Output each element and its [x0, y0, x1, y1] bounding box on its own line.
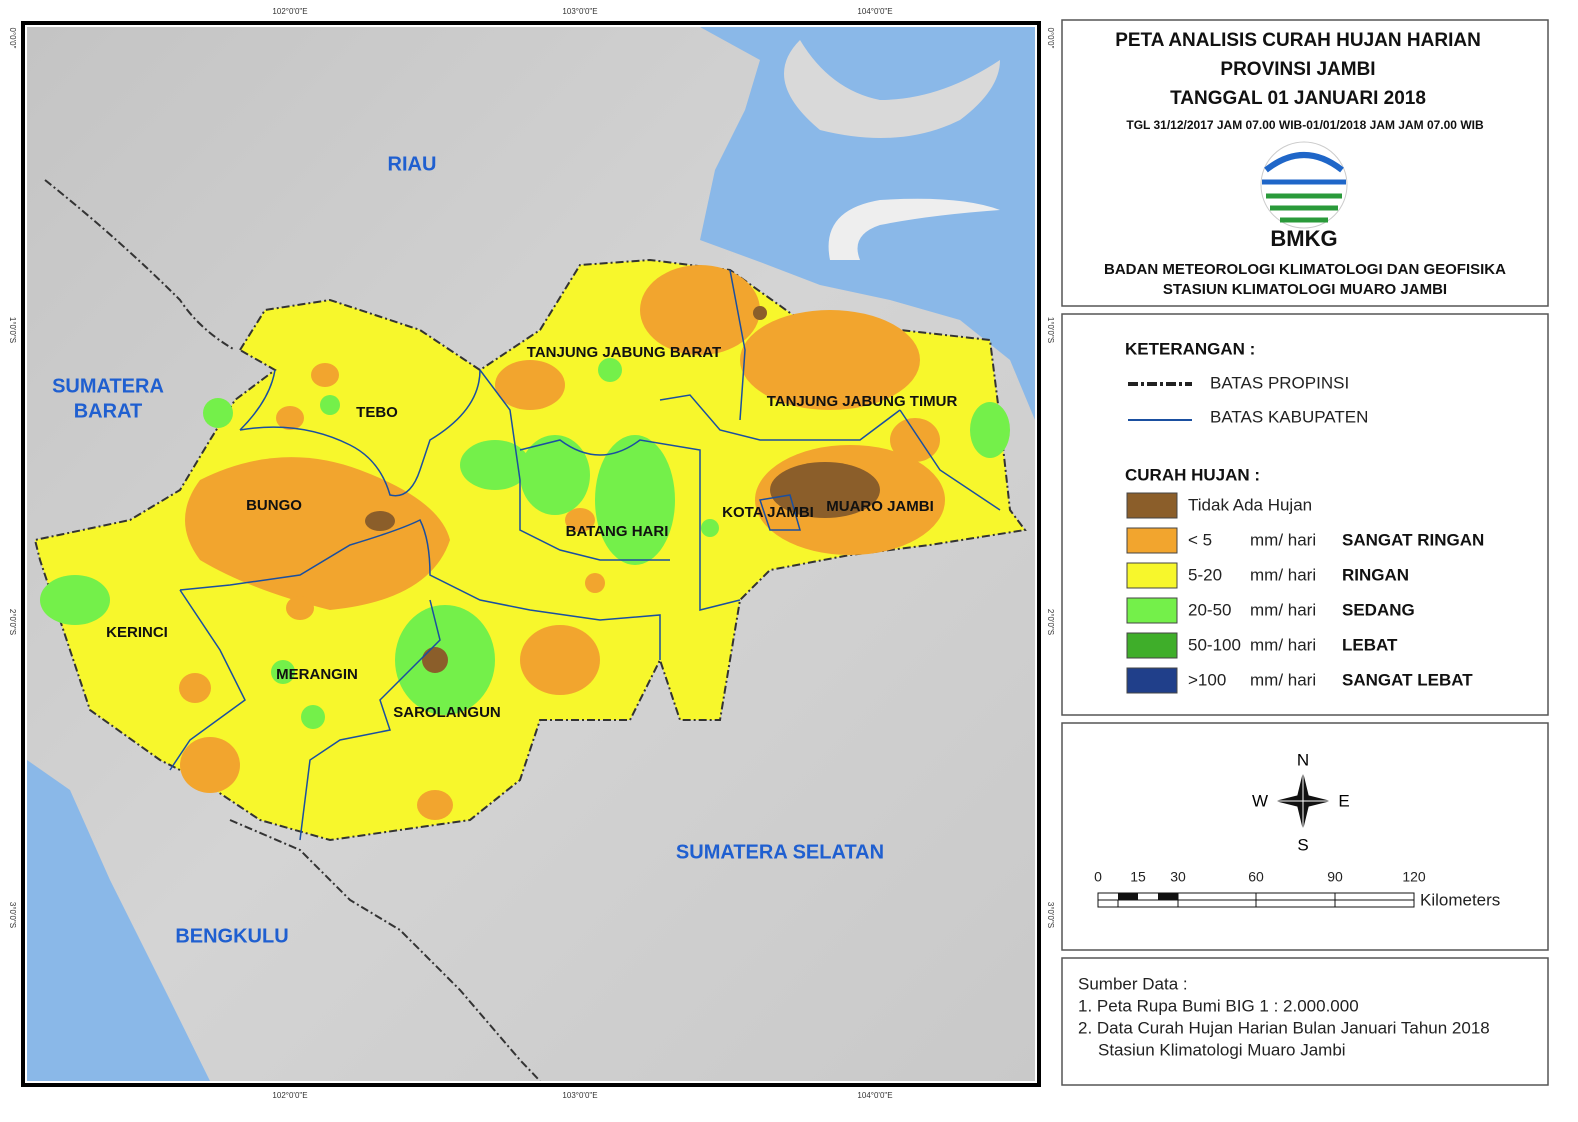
- legend-range: 5-20: [1188, 565, 1222, 584]
- lon-label: 104°0'0"E: [857, 1091, 892, 1100]
- lat-label: 0°0'0": [8, 28, 17, 49]
- island: [828, 198, 1000, 260]
- province-label: BENGKULU: [175, 925, 288, 947]
- province-label: BARAT: [74, 400, 143, 422]
- regency-label: SAROLANGUN: [393, 704, 501, 721]
- province-label: SUMATERA: [52, 375, 164, 397]
- regency-label: TANJUNG JABUNG TIMUR: [767, 393, 958, 410]
- island: [784, 40, 1000, 138]
- legend-range: 20-50: [1188, 600, 1231, 619]
- legend-swatch: [1126, 667, 1178, 694]
- province-label: SUMATERA SELATAN: [676, 841, 884, 863]
- regency-label: BUNGO: [246, 497, 302, 514]
- source-item: Stasiun Klimatologi Muaro Jambi: [1098, 1040, 1346, 1059]
- legend-class: SANGAT LEBAT: [1342, 670, 1473, 689]
- lon-label: 102°0'0"E: [272, 1091, 307, 1100]
- legend-swatch: [1126, 562, 1178, 589]
- subtitle: PROVINSI JAMBI: [1220, 59, 1375, 80]
- map: [27, 27, 1035, 1081]
- regency-borders: [169, 269, 1001, 841]
- regency-label: TEBO: [356, 404, 398, 421]
- source-item: 2. Data Curah Hujan Harian Bulan Januari…: [1078, 1018, 1490, 1037]
- legend-swatch: [1126, 632, 1178, 659]
- map-labels: RIAU SUMATERA BARAT BENGKULU SUMATERA SELATA…: [52, 153, 957, 947]
- regency-label: TANJUNG JABUNG BARAT: [527, 344, 721, 361]
- lat-label: 2°0'0"S: [1046, 609, 1055, 635]
- legend-unit: mm/ hari: [1250, 670, 1316, 689]
- legend-unit: mm/ hari: [1250, 530, 1316, 549]
- source-title: Sumber Data :: [1078, 974, 1188, 993]
- legend-unit: mm/ hari: [1250, 635, 1316, 654]
- rain-legend: Tidak Ada Hujan < 5 mm/ hari SANGAT RINGAN 5…: [1126, 492, 1484, 694]
- legend-title: KETERANGAN :: [1125, 339, 1255, 358]
- scale-tick-label: 120: [1402, 869, 1426, 885]
- coordinate-labels: 102°0'0"E 102°0'0"E 103°0'0"E 103°0'0"E 104°…: [8, 7, 1055, 1100]
- lon-label: 102°0'0"E: [272, 7, 307, 16]
- legend-unit: mm/ hari: [1250, 565, 1316, 584]
- legend-line-label: BATAS KABUPATEN: [1210, 407, 1368, 426]
- province-border: [44, 179, 236, 351]
- legend-range: 50-100: [1188, 635, 1241, 654]
- regency-label: MUARO JAMBI: [826, 498, 934, 515]
- compass: N S E W: [1252, 750, 1350, 854]
- lon-label: 103°0'0"E: [562, 7, 597, 16]
- legend-class: SEDANG: [1342, 600, 1415, 619]
- province-area: [33, 258, 1027, 842]
- agency: BADAN METEOROLOGI KLIMATOLOGI DAN GEOFIS…: [1104, 261, 1506, 278]
- station: STASIUN KLIMATOLOGI MUARO JAMBI: [1163, 281, 1447, 298]
- scale-tick-label: 90: [1327, 869, 1343, 885]
- legend-swatch: [1126, 527, 1178, 554]
- compass-box: [1061, 722, 1549, 951]
- legend-line-label: BATAS PROPINSI: [1210, 373, 1349, 392]
- legend-class: LEBAT: [1342, 635, 1398, 654]
- scale-tick-label: 60: [1248, 869, 1264, 885]
- period: TGL 31/12/2017 JAM 07.00 WIB-01/01/2018 …: [1126, 118, 1484, 132]
- lon-label: 103°0'0"E: [562, 1091, 597, 1100]
- compass-w: W: [1252, 791, 1268, 810]
- legend-swatch: [1126, 492, 1178, 519]
- legend-label: Tidak Ada Hujan: [1188, 495, 1312, 514]
- regency-label: BATANG HARI: [566, 523, 669, 540]
- legend-class: RINGAN: [1342, 565, 1409, 584]
- regency-label: MERANGIN: [276, 666, 358, 683]
- rain-light-areas: [179, 265, 945, 820]
- source-box: [1061, 957, 1549, 1086]
- date: TANGGAL 01 JANUARI 2018: [1170, 88, 1426, 109]
- rain-title: CURAH HUJAN :: [1125, 465, 1260, 484]
- legend-range: < 5: [1188, 530, 1212, 549]
- no-rain-areas: [365, 306, 880, 673]
- lon-label: 104°0'0"E: [857, 7, 892, 16]
- province-border: [229, 819, 541, 1081]
- province-label: RIAU: [388, 153, 437, 175]
- scale-unit: Kilometers: [1420, 890, 1500, 909]
- sea: [27, 760, 210, 1081]
- regency-label: KERINCI: [106, 624, 168, 641]
- map-frame: [21, 21, 1041, 1087]
- lat-label: 2°0'0"S: [8, 609, 17, 635]
- regency-label: KOTA JAMBI: [722, 504, 814, 521]
- lat-label: 3°0'0"S: [1046, 902, 1055, 928]
- legend-unit: mm/ hari: [1250, 600, 1316, 619]
- scale-tick-label: 30: [1170, 869, 1186, 885]
- compass-e: E: [1338, 791, 1349, 810]
- logo: BMKG: [1260, 141, 1348, 251]
- legend-class: SANGAT RINGAN: [1342, 530, 1484, 549]
- compass-s: S: [1297, 835, 1308, 854]
- lat-label: 1°0'0"S: [8, 317, 17, 343]
- legend-swatch: [1126, 597, 1178, 624]
- lat-label: 1°0'0"S: [1046, 317, 1055, 343]
- lat-label: 0°0'0": [1046, 28, 1055, 49]
- scale-bar: Kilometers 0 15 30 60 90 120: [1094, 869, 1500, 910]
- logo-text: BMKG: [1270, 226, 1337, 251]
- lat-label: 3°0'0"S: [8, 902, 17, 928]
- scale-tick-label: 15: [1130, 869, 1146, 885]
- source-item: 1. Peta Rupa Bumi BIG 1 : 2.000.000: [1078, 996, 1359, 1015]
- title: PETA ANALISIS CURAH HUJAN HARIAN: [1115, 30, 1481, 51]
- legend-range: >100: [1188, 670, 1226, 689]
- compass-n: N: [1297, 750, 1309, 769]
- scale-tick-label: 0: [1094, 869, 1102, 885]
